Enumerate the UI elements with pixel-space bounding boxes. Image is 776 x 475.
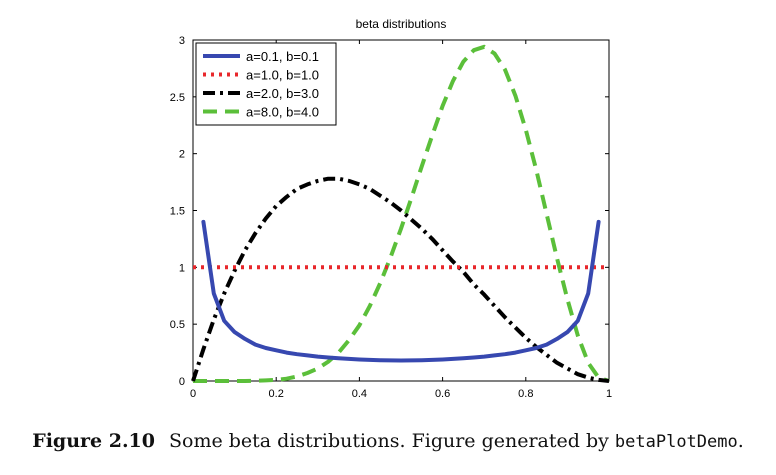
- y-tick-label: 2.5: [170, 92, 185, 104]
- y-tick-label: 0: [179, 376, 185, 388]
- caption-end: .: [737, 430, 744, 452]
- y-tick-label: 3: [179, 35, 185, 47]
- y-tick-label: 1.5: [170, 206, 185, 218]
- figure-caption: Figure 2.10 Some beta distributions. Figu…: [0, 430, 776, 452]
- series-line-3: [193, 44, 610, 383]
- x-tick-label: 0.6: [435, 388, 450, 400]
- y-tick-label: 1: [179, 262, 185, 274]
- beta-chart: beta distributions 0 0.2 0.4 0.6 0.8 1 0 0.5 1 1.…: [170, 17, 612, 400]
- legend: a=0.1, b=0.1 a=1.0, b=1.0 a=2.0, b=3.0 a=8.…: [195, 42, 337, 126]
- legend-label-2: a=2.0, b=3.0: [246, 86, 319, 101]
- caption-code: betaPlotDemo: [614, 432, 738, 452]
- legend-label-0: a=0.1, b=0.1: [246, 49, 319, 64]
- legend-label-3: a=8.0, b=4.0: [246, 105, 319, 120]
- y-tick-label: 2: [179, 149, 185, 161]
- series-line-2: [191, 176, 610, 383]
- y-tick-label: 0.5: [170, 319, 185, 331]
- legend-label-1: a=1.0, b=1.0: [246, 68, 319, 83]
- x-tick-label: 0.2: [269, 388, 284, 400]
- series-layer: [191, 44, 610, 383]
- axis-ticks: 0 0.2 0.4 0.6 0.8 1 0 0.5 1 1.5 2 2.5 3: [170, 35, 612, 400]
- x-tick-label: 0.4: [352, 388, 367, 400]
- chart-title: beta distributions: [356, 17, 447, 31]
- x-tick-label: 0.8: [518, 388, 533, 400]
- caption-text: Some beta distributions. Figure generate…: [169, 430, 615, 452]
- caption-label: Figure 2.10: [32, 430, 155, 452]
- x-tick-label: 0: [190, 388, 196, 400]
- series-line-0: [201, 219, 601, 363]
- x-tick-label: 1: [606, 388, 612, 400]
